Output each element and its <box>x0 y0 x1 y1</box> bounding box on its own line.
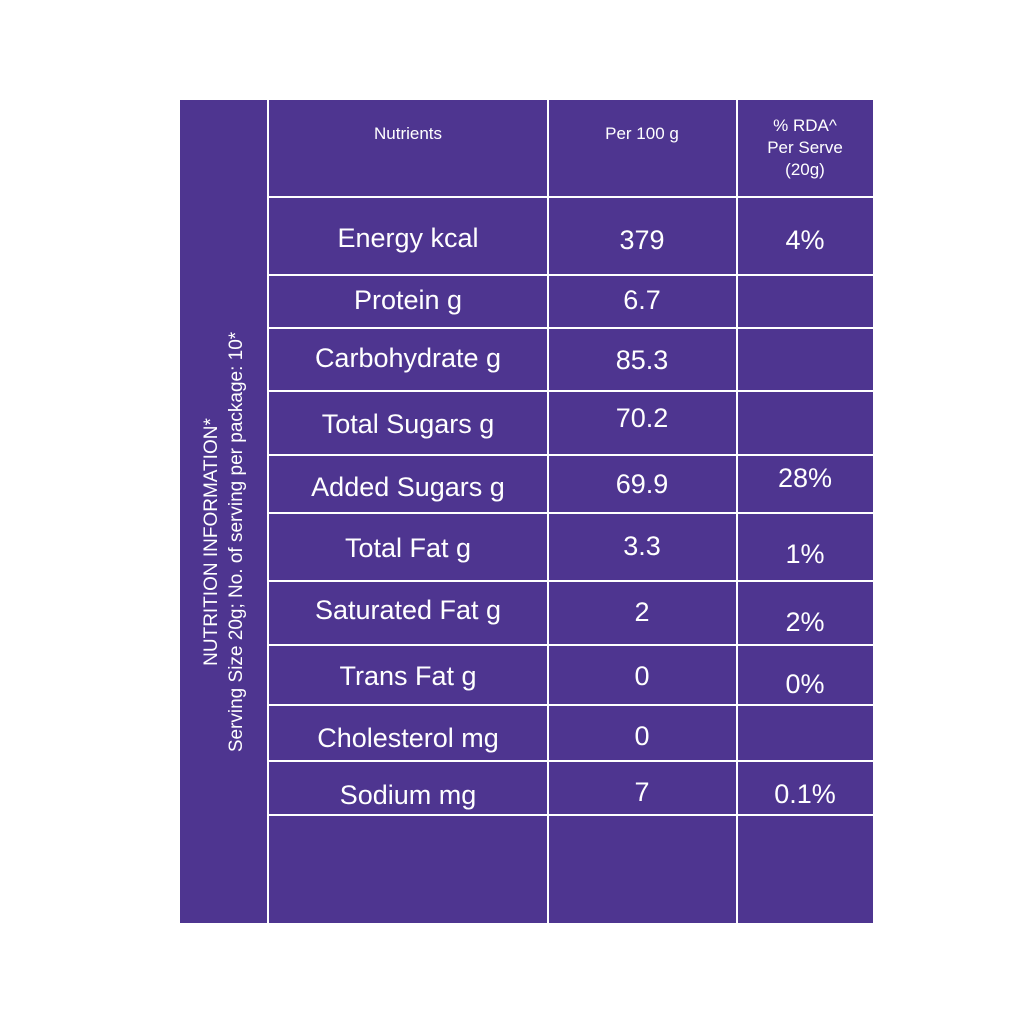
row-energy-name: Energy kcal <box>337 222 479 253</box>
row-added-sugars-per100: 69.9 <box>615 468 669 499</box>
grid-line <box>268 580 873 582</box>
row-energy-rda: 4% <box>785 224 825 255</box>
grid-line <box>268 760 873 762</box>
row-sodium-rda: 0.1% <box>774 778 836 809</box>
header-rda-line3: (20g) <box>785 160 825 179</box>
row-cholesterol-rda <box>737 716 873 756</box>
row-protein-name: Protein g <box>353 284 463 315</box>
row-total-sugars-per100: 70.2 <box>615 402 669 433</box>
row-carbohydrate-per100: 85.3 <box>615 344 669 375</box>
header-rda-line1: % RDA^ <box>773 116 837 135</box>
row-total-fat-rda: 1% <box>785 538 825 569</box>
row-protein-rda <box>737 280 873 320</box>
row-cholesterol-per100: 0 <box>634 720 650 751</box>
row-added-sugars-rda: 28% <box>777 462 833 493</box>
row-sodium-per100: 7 <box>634 776 650 807</box>
side-label-title: NUTRITION INFORMATION* <box>201 418 222 666</box>
side-label-serving: Serving Size 20g; No. of serving per pac… <box>226 331 247 753</box>
grid-line <box>268 512 873 514</box>
row-total-fat-name: Total Fat g <box>344 532 472 563</box>
row-cholesterol-name: Cholesterol mg <box>317 722 499 753</box>
row-total-sugars-name: Total Sugars g <box>321 408 495 439</box>
side-label: NUTRITION INFORMATION* Serving Size 20g;… <box>180 100 268 923</box>
grid-line <box>547 100 549 923</box>
header-per-100g: Per 100 g <box>605 124 679 143</box>
grid-line <box>268 704 873 706</box>
grid-line <box>268 274 873 276</box>
row-saturated-fat-rda: 2% <box>785 606 825 637</box>
row-total-sugars-rda <box>737 398 873 438</box>
row-sodium-name: Sodium mg <box>339 779 477 810</box>
row-trans-fat-name: Trans Fat g <box>339 660 477 691</box>
row-carbohydrate-rda <box>737 340 873 380</box>
grid-line <box>736 100 738 923</box>
header-rda: % RDA^ Per Serve (20g) <box>737 106 873 190</box>
row-trans-fat-per100: 0 <box>634 660 650 691</box>
row-total-fat-per100: 3.3 <box>623 530 661 561</box>
grid-line <box>268 454 873 456</box>
grid-line <box>268 196 873 198</box>
grid-line <box>267 100 269 923</box>
header-nutrients: Nutrients <box>373 124 443 143</box>
header-rda-line2: Per Serve <box>767 138 843 157</box>
grid-line <box>268 644 873 646</box>
row-trans-fat-rda: 0% <box>785 668 825 699</box>
row-carbohydrate-name: Carbohydrate g <box>314 342 502 373</box>
row-saturated-fat-per100: 2 <box>634 596 650 627</box>
grid-line <box>268 327 873 329</box>
grid-line <box>268 814 873 816</box>
row-energy-per100: 379 <box>619 224 665 255</box>
row-added-sugars-name: Added Sugars g <box>311 471 505 502</box>
grid-line <box>268 390 873 392</box>
nutrition-panel: NUTRITION INFORMATION* Serving Size 20g;… <box>180 100 873 923</box>
row-protein-per100: 6.7 <box>623 284 661 315</box>
row-saturated-fat-name: Saturated Fat g <box>314 594 502 625</box>
